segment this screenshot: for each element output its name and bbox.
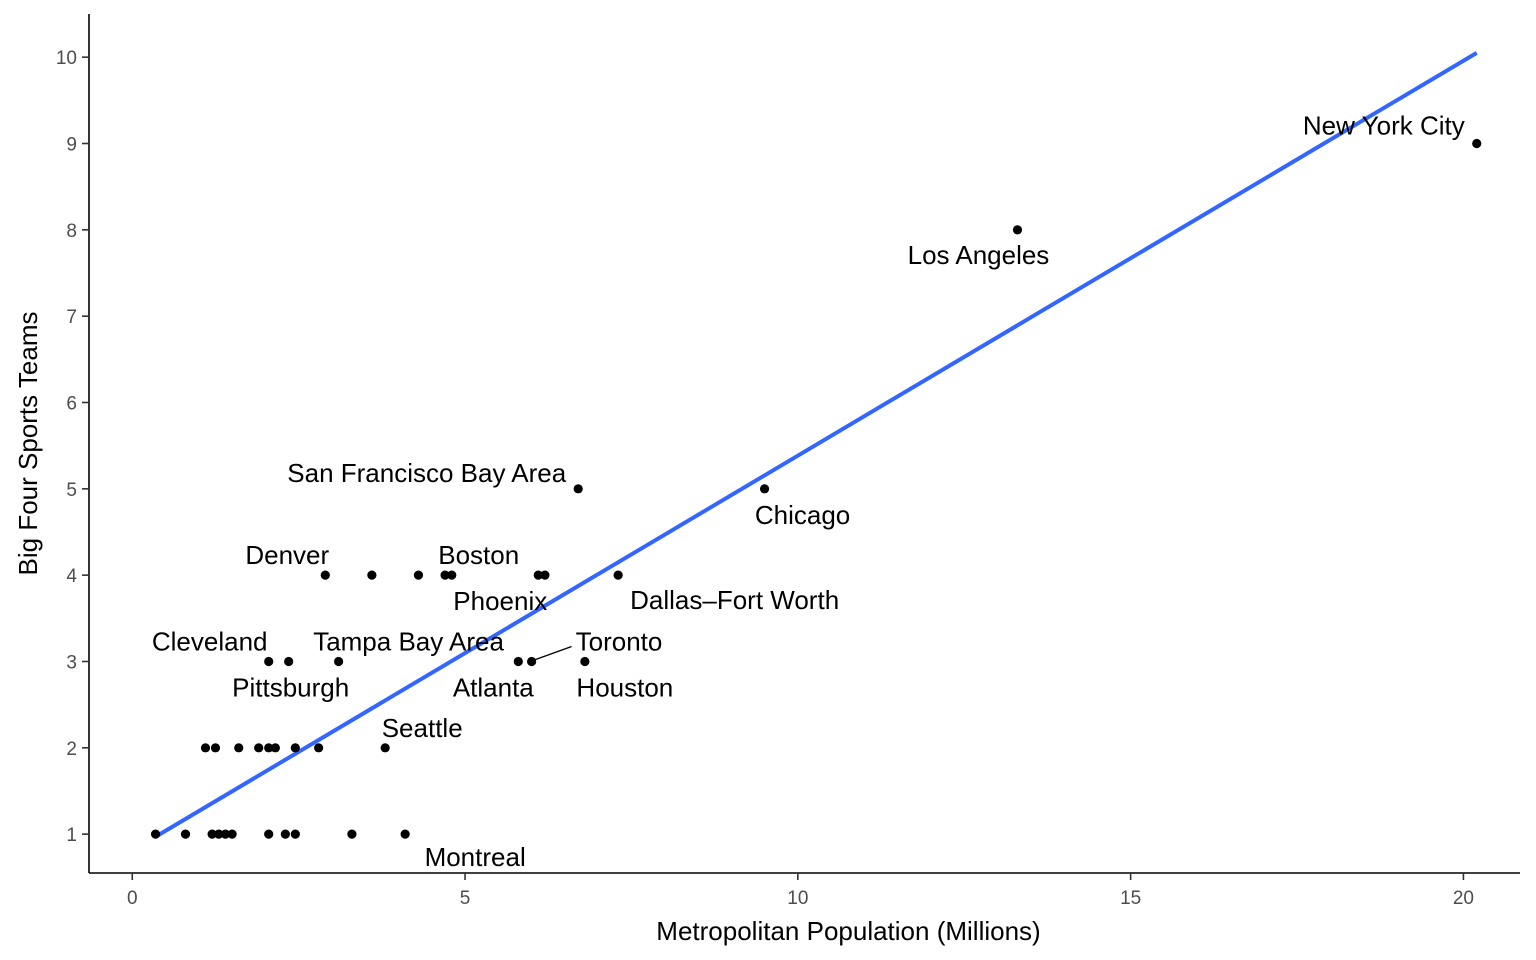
point-label: San Francisco Bay Area (287, 458, 566, 488)
point-label: Phoenix (453, 586, 547, 616)
x-tick-label: 5 (460, 888, 471, 909)
data-point (580, 656, 590, 667)
data-point (400, 829, 410, 839)
data-point (380, 743, 390, 753)
point-label: Houston (576, 672, 673, 702)
axes: 0 5 10 15 20 1 2 3 4 5 6 7 8 9 10 (56, 14, 1520, 909)
data-point (280, 829, 290, 839)
data-point (207, 829, 217, 839)
y-axis-title: Big Four Sports Teams (13, 312, 43, 576)
data-point (333, 656, 344, 667)
point-label: Toronto (576, 626, 663, 656)
data-point (227, 829, 237, 839)
point-label: Tampa Bay Area (313, 626, 504, 656)
point-label: Pittsburgh (232, 672, 349, 702)
data-point (1472, 138, 1482, 149)
y-tick-label: 5 (66, 480, 77, 501)
x-tick-label: 20 (1453, 888, 1474, 909)
data-point (150, 829, 161, 839)
data-point (220, 829, 231, 839)
data-point (1012, 225, 1023, 235)
x-tick-label: 15 (1120, 888, 1141, 909)
point-label: Seattle (382, 713, 463, 743)
data-point (440, 570, 450, 580)
label-leader-line (535, 645, 572, 661)
point-labels: New York City Los Angeles Chicago San Franc… (152, 110, 1465, 872)
data-point (533, 570, 543, 580)
point-label: New York City (1303, 110, 1465, 140)
data-point (320, 570, 330, 580)
y-tick-label: 3 (66, 652, 77, 673)
data-point (264, 829, 274, 839)
data-point (314, 743, 324, 753)
data-point (527, 656, 537, 667)
point-label: Atlanta (453, 672, 534, 702)
data-point (200, 743, 211, 753)
data-point (447, 570, 457, 580)
y-tick-label: 8 (66, 221, 77, 242)
point-label: Boston (438, 540, 519, 570)
data-point (290, 829, 300, 839)
data-point (264, 743, 274, 753)
data-point (254, 743, 264, 753)
y-tick-label: 1 (66, 825, 77, 846)
data-point (367, 570, 377, 580)
point-label: Cleveland (152, 626, 268, 656)
y-tick-label: 10 (56, 48, 77, 69)
data-point (180, 829, 191, 839)
trend-line (154, 51, 1478, 839)
y-tick-label: 9 (66, 134, 77, 155)
data-point (234, 743, 244, 753)
data-point (214, 829, 224, 839)
data-point (347, 829, 357, 839)
x-tick-label: 0 (127, 888, 138, 909)
data-point (613, 570, 623, 580)
y-tick-label: 2 (66, 739, 77, 760)
y-tick-label: 7 (66, 307, 77, 328)
point-label: Dallas–Fort Worth (630, 585, 839, 615)
data-point (210, 743, 221, 753)
data-point (540, 570, 550, 580)
y-tick-label: 4 (66, 566, 77, 587)
data-point (413, 570, 424, 580)
data-point (759, 484, 770, 494)
data-points (150, 138, 1482, 839)
point-label: Chicago (755, 500, 850, 530)
point-label: Montreal (425, 842, 526, 872)
x-axis-title: Metropolitan Population (Millions) (656, 916, 1040, 946)
data-point (270, 743, 280, 753)
data-point (573, 484, 583, 494)
data-point (290, 743, 300, 753)
data-point (284, 656, 294, 667)
point-label: Los Angeles (908, 240, 1050, 270)
x-tick-label: 10 (787, 888, 808, 909)
point-label: Denver (245, 540, 329, 570)
y-tick-label: 6 (66, 393, 77, 414)
trend-line-layer (154, 51, 1478, 839)
data-point (513, 656, 523, 667)
data-point (264, 656, 274, 667)
